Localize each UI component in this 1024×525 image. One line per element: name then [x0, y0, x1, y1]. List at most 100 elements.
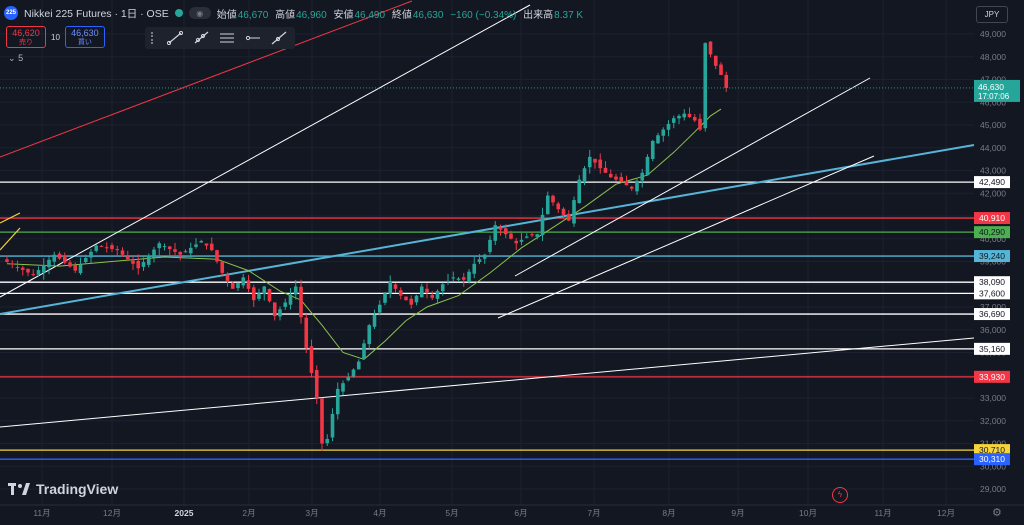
currency-selector[interactable]: JPY: [976, 6, 1008, 23]
y-tick-label: 49,000: [980, 29, 1006, 39]
y-tick-label: 31,000: [980, 439, 1006, 449]
buy-button[interactable]: 46,630 買い: [64, 26, 105, 48]
horizontal-ray-icon[interactable]: [245, 31, 261, 45]
candle-body: [608, 173, 613, 178]
y-tick-label: 29,000: [980, 484, 1006, 494]
candle-body: [120, 250, 125, 255]
candle-body: [561, 208, 566, 215]
candle-body: [141, 262, 146, 267]
candle-body: [629, 186, 634, 189]
time-axis[interactable]: 11月 12月 2025 2月 3月 4月 5月 6月 7月 8月 9月 10月 11月 12月: [33, 508, 955, 518]
x-tick-label: 6月: [514, 508, 527, 518]
candle-body: [78, 264, 83, 274]
ohlc-readout: 始値46,670 高値46,960 安値46,490 終値46,630 −160…: [216, 9, 584, 21]
candle-body: [598, 159, 603, 169]
trend-line: [0, 227, 21, 251]
candle-body: [68, 262, 72, 267]
candle-body: [713, 55, 718, 66]
tradingview-logo[interactable]: TradingView: [8, 481, 118, 497]
candle-body: [619, 176, 624, 182]
level-label: 40,290: [979, 227, 1005, 237]
x-tick-label: 12月: [103, 508, 121, 518]
candle-body: [10, 263, 15, 265]
candle-body: [456, 278, 461, 280]
y-tick-label: 30,000: [980, 461, 1006, 471]
candle-body: [246, 280, 251, 289]
candle-body: [425, 288, 429, 293]
x-tick-label: 4月: [373, 508, 386, 518]
candle-body: [451, 277, 456, 279]
candle-body: [551, 195, 555, 203]
trend-lines: [0, 0, 975, 428]
candle-body: [719, 64, 723, 75]
level-label-bg: [974, 212, 1010, 225]
level-label-bg: [974, 250, 1010, 263]
candle-body: [461, 277, 466, 280]
ray-icon[interactable]: [193, 31, 209, 45]
eye-icon[interactable]: ◉: [188, 7, 211, 19]
level-label-bg: [974, 287, 1010, 300]
level-label: 30,310: [979, 454, 1005, 464]
candle-body: [272, 302, 277, 317]
candle-body: [661, 129, 666, 136]
candle-body: [540, 214, 545, 236]
symbol-logo-icon: 225: [4, 6, 18, 20]
candle-body: [724, 74, 729, 88]
sell-button[interactable]: 46,620 売り: [6, 26, 46, 48]
candle-body: [498, 227, 503, 230]
last-price-label: 46,630: [978, 82, 1004, 92]
candle-body: [262, 286, 267, 295]
candle-body: [645, 156, 650, 176]
candle-body: [556, 203, 561, 210]
trend-line: [497, 155, 875, 319]
candle-body: [110, 245, 114, 249]
candle-body: [104, 247, 109, 249]
candle-body: [566, 213, 571, 221]
symbol-title[interactable]: Nikkei 225 Futures · 1日 · OSE: [24, 7, 169, 20]
parallel-channel-icon[interactable]: [219, 31, 235, 45]
candle-body: [236, 283, 240, 289]
trend-line-icon[interactable]: [167, 31, 183, 45]
candle-body: [47, 259, 51, 268]
trend-line: [514, 77, 871, 277]
market-status-icon[interactable]: [174, 9, 183, 17]
candle-body: [73, 265, 78, 271]
lightning-icon[interactable]: ϟ: [832, 487, 848, 503]
y-tick-label: 33,000: [980, 393, 1006, 403]
candle-body: [582, 168, 587, 183]
candle-body: [225, 274, 230, 281]
candle-body: [524, 236, 529, 238]
chart-grid: [0, 0, 1024, 506]
drag-handle-icon[interactable]: [151, 32, 157, 44]
candle-body: [330, 413, 335, 438]
gear-icon[interactable]: ⚙: [992, 507, 1002, 519]
candle-body: [482, 254, 487, 259]
drawing-toolbar: [145, 27, 295, 49]
candle-body: [325, 438, 330, 444]
horizontal-levels: [0, 181, 974, 460]
candle-body: [509, 233, 513, 239]
candle-body: [372, 314, 377, 327]
candle-body: [572, 200, 576, 224]
candle-body: [440, 284, 445, 292]
candle-body: [41, 264, 46, 273]
indicator-toggle[interactable]: ⌄ 5: [8, 53, 24, 63]
level-label: 37,600: [979, 288, 1005, 298]
candle-body: [52, 254, 57, 262]
x-tick-label: 2月: [242, 508, 255, 518]
countdown-label: 17:07:06: [978, 92, 1010, 101]
x-tick-label: 2025: [175, 508, 194, 518]
candle-body: [36, 270, 41, 275]
trend-line: [0, 212, 21, 224]
candle-body: [241, 277, 246, 286]
symbol-header: 225 Nikkei 225 Futures · 1日 · OSE ◉ 始値46…: [4, 5, 587, 21]
candle-body: [545, 195, 550, 215]
candle-body: [671, 118, 676, 123]
candle-body: [593, 158, 597, 163]
candle-body: [304, 317, 309, 348]
candle-body: [656, 135, 660, 144]
trend-line: [0, 4, 531, 298]
extended-line-icon[interactable]: [271, 31, 287, 45]
candle-body: [215, 250, 219, 262]
